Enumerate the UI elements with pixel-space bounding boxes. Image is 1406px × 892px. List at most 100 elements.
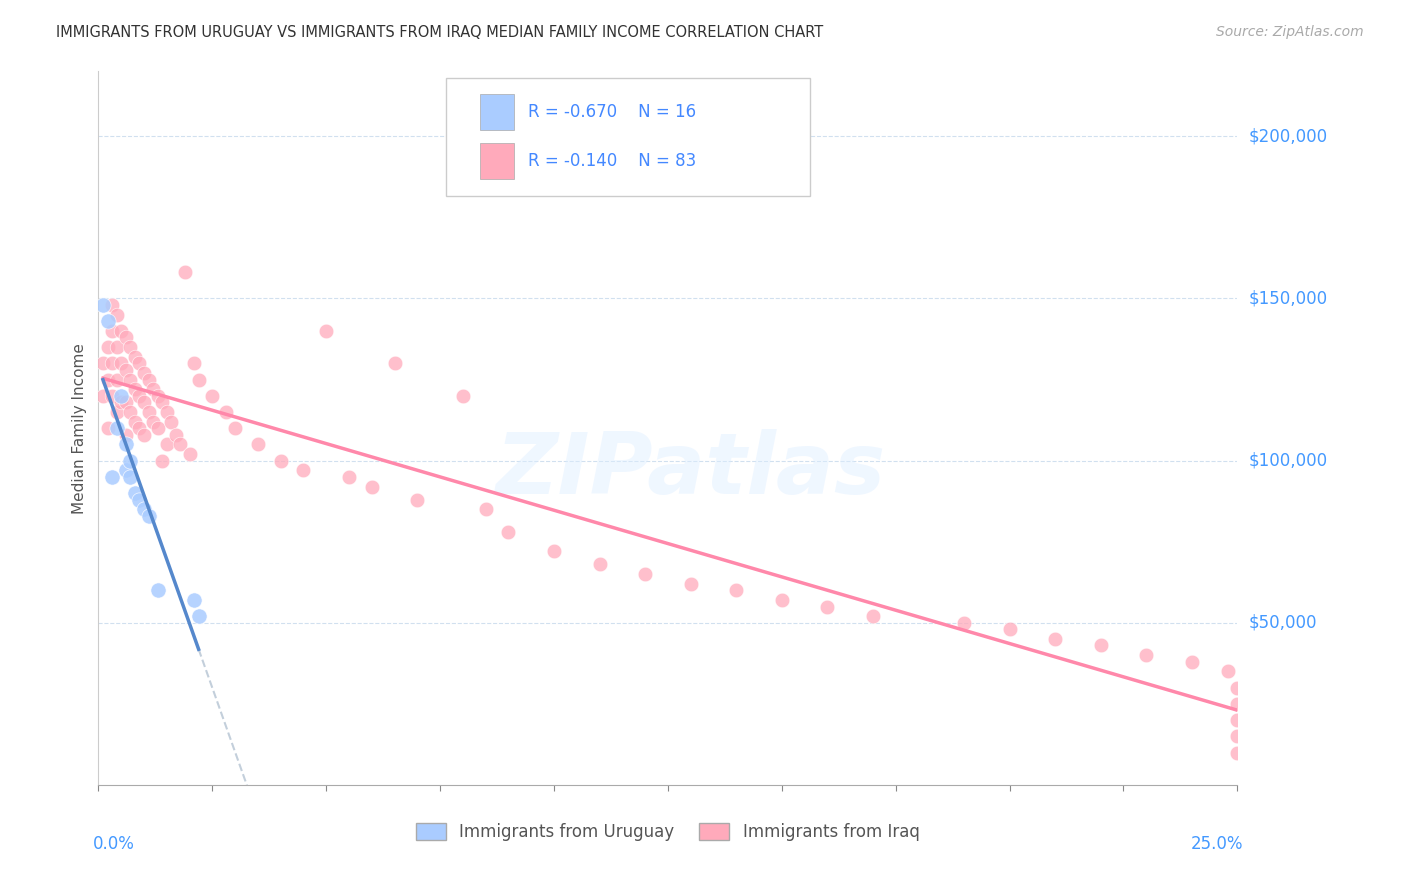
Point — [142, 415, 165, 429]
Point — [174, 265, 197, 279]
Point — [474, 502, 496, 516]
Point — [132, 395, 155, 409]
Point — [138, 372, 160, 386]
Point — [953, 615, 976, 630]
Point — [179, 447, 201, 461]
Point — [1181, 655, 1204, 669]
Point — [124, 486, 146, 500]
FancyBboxPatch shape — [446, 78, 810, 196]
Text: R = -0.140    N = 83: R = -0.140 N = 83 — [527, 152, 696, 169]
Point — [91, 356, 114, 370]
Point — [224, 421, 246, 435]
Y-axis label: Median Family Income: Median Family Income — [72, 343, 87, 514]
Point — [160, 415, 183, 429]
Point — [114, 437, 136, 451]
Point — [201, 389, 224, 403]
Point — [124, 350, 146, 364]
Point — [101, 298, 124, 312]
Point — [156, 437, 179, 451]
Point — [770, 593, 793, 607]
Point — [96, 340, 118, 354]
Point — [110, 395, 132, 409]
Text: IMMIGRANTS FROM URUGUAY VS IMMIGRANTS FROM IRAQ MEDIAN FAMILY INCOME CORRELATION: IMMIGRANTS FROM URUGUAY VS IMMIGRANTS FR… — [56, 25, 824, 40]
Point — [91, 298, 114, 312]
Point — [183, 356, 205, 370]
Point — [105, 340, 128, 354]
Point — [120, 340, 142, 354]
Point — [588, 558, 610, 572]
Point — [110, 324, 132, 338]
Point — [101, 389, 124, 403]
Point — [384, 356, 406, 370]
Point — [725, 583, 748, 598]
Point — [120, 453, 142, 467]
Text: Source: ZipAtlas.com: Source: ZipAtlas.com — [1216, 25, 1364, 39]
Point — [543, 544, 565, 558]
Point — [215, 405, 238, 419]
Point — [451, 389, 474, 403]
Point — [1218, 665, 1240, 679]
Point — [187, 609, 209, 624]
Point — [114, 427, 136, 442]
Point — [270, 453, 292, 467]
Legend: Immigrants from Uruguay, Immigrants from Iraq: Immigrants from Uruguay, Immigrants from… — [409, 816, 927, 848]
Point — [169, 437, 191, 451]
Text: $50,000: $50,000 — [1249, 614, 1317, 632]
Point — [120, 470, 142, 484]
Point — [1135, 648, 1157, 663]
Text: $200,000: $200,000 — [1249, 128, 1327, 145]
Point — [150, 453, 173, 467]
Point — [114, 463, 136, 477]
Point — [183, 593, 205, 607]
Point — [120, 405, 142, 419]
Point — [146, 389, 169, 403]
Point — [96, 372, 118, 386]
Point — [1226, 746, 1249, 760]
Point — [142, 382, 165, 396]
Point — [498, 524, 520, 539]
Point — [998, 622, 1021, 636]
Point — [815, 599, 838, 614]
Text: 25.0%: 25.0% — [1191, 835, 1243, 853]
Point — [91, 389, 114, 403]
Point — [101, 470, 124, 484]
Point — [96, 314, 118, 328]
Point — [101, 356, 124, 370]
Text: ZIPatlas: ZIPatlas — [495, 429, 886, 513]
Text: R = -0.670    N = 16: R = -0.670 N = 16 — [527, 103, 696, 121]
Point — [1226, 713, 1249, 727]
Point — [105, 308, 128, 322]
Point — [1043, 632, 1066, 646]
Point — [132, 427, 155, 442]
Point — [156, 405, 179, 419]
Point — [124, 382, 146, 396]
Point — [292, 463, 315, 477]
Point — [138, 405, 160, 419]
Point — [128, 389, 150, 403]
Point — [128, 421, 150, 435]
Point — [114, 363, 136, 377]
Point — [128, 492, 150, 507]
Point — [124, 415, 146, 429]
Point — [105, 405, 128, 419]
Point — [1090, 639, 1112, 653]
Point — [1226, 729, 1249, 743]
Bar — [479, 143, 515, 178]
Point — [96, 421, 118, 435]
Text: 0.0%: 0.0% — [93, 835, 135, 853]
Point — [165, 427, 187, 442]
Point — [337, 470, 360, 484]
Point — [110, 356, 132, 370]
Point — [146, 583, 169, 598]
Point — [101, 324, 124, 338]
Point — [132, 502, 155, 516]
Point — [105, 372, 128, 386]
Point — [634, 567, 657, 582]
Point — [138, 508, 160, 523]
Point — [146, 421, 169, 435]
Point — [1226, 697, 1249, 711]
Point — [120, 372, 142, 386]
Bar — [479, 95, 515, 130]
Point — [114, 330, 136, 344]
Point — [105, 421, 128, 435]
